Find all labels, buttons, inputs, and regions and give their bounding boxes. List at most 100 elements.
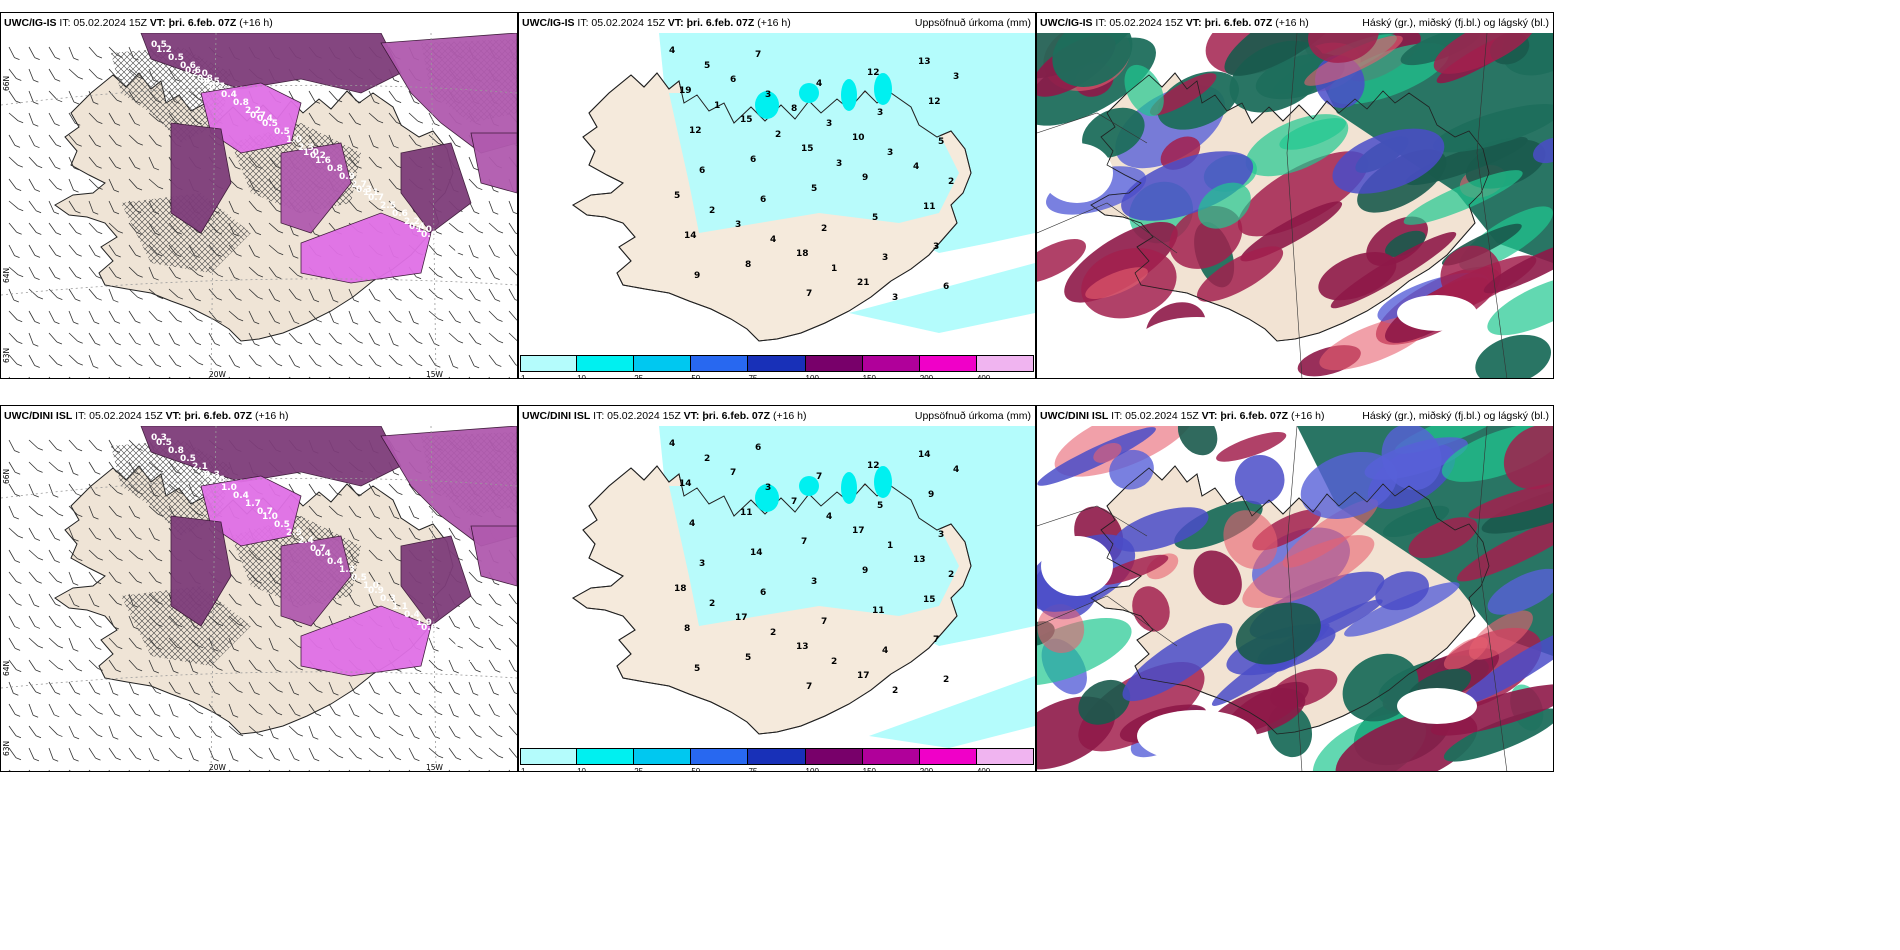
wind-value-label: 0.3 (462, 259, 478, 269)
colorbar-swatch (634, 355, 692, 372)
colorbar-swatch (520, 748, 578, 765)
precip-value-label: 13 (918, 57, 931, 67)
wind-value-label: 0.6 (421, 623, 437, 633)
colorbar-swatch (634, 748, 692, 765)
panel-cloud-ig: UWC/IG-IS IT: 05.02.2024 15Z VT: þri. 6.… (1036, 12, 1554, 379)
region-borders (1037, 426, 1508, 771)
precip-value-label: 2 (943, 675, 949, 685)
precip-value-label: 18 (796, 249, 809, 259)
wind-value-label: 0.5 (274, 520, 290, 530)
precip-value-label: 7 (806, 682, 812, 692)
panel-header: UWC/DINI ISL IT: 05.02.2024 15Z VT: þri.… (1037, 406, 1553, 426)
precip-value-label: 2 (704, 454, 710, 464)
precip-value-label: 4 (826, 512, 832, 522)
wind-value-label: 0.7 (433, 631, 449, 641)
wind-value-label: 0.6 (445, 639, 461, 649)
precip-value-label: 12 (867, 68, 880, 78)
wind-value-label: 0.5 (204, 77, 220, 87)
colorbar-swatch (976, 748, 1034, 765)
panel-cloud-dini: UWC/DINI ISL IT: 05.02.2024 15Z VT: þri.… (1036, 405, 1554, 772)
wind-value-label: 0.3 (380, 594, 396, 604)
wind-value-label: 0.4 (409, 222, 425, 232)
colorbar-swatch (520, 355, 578, 372)
precip-value-label: 6 (755, 443, 761, 453)
precip-value-label: 3 (765, 90, 771, 100)
precip-value-label: 3 (699, 559, 705, 569)
colorbar-tick-label: 25 (634, 767, 644, 772)
wind-value-label: 0.9 (339, 172, 355, 182)
wind-value-label: 0.3 (356, 185, 372, 195)
precip-value-label: 5 (694, 664, 700, 674)
colorbar-swatch (805, 748, 863, 765)
precip-value-label: 1 (887, 541, 893, 551)
precip-value-label: 5 (745, 653, 751, 663)
precip-value-label: 3 (938, 530, 944, 540)
colorbar-tick-label: 75 (748, 767, 758, 772)
cloud-map (1037, 426, 1553, 771)
precip-value-label: 17 (852, 526, 865, 536)
colorbar-tick-label: 75 (748, 374, 758, 379)
colorbar-swatch (577, 355, 635, 372)
precip-value-label: 13 (796, 642, 809, 652)
wind-value-label: 2.2 (245, 106, 261, 116)
wind-value-label: 0.8 (327, 164, 343, 174)
wind-value-label: 0.7 (257, 507, 273, 517)
precip-value-label: 12 (867, 461, 880, 471)
precip-map: 4681045318211319151591114871212126553974… (519, 33, 1035, 355)
colorbar-tick-label: 10 (577, 767, 587, 772)
longitude-label: 20W (209, 370, 227, 379)
precip-value-label: 18 (674, 584, 687, 594)
panel-header: UWC/DINI ISL IT: 05.02.2024 15Z VT: þri.… (4, 410, 289, 422)
precip-value-label: 4 (882, 646, 888, 656)
wind-value-label: 2.5 (286, 528, 302, 538)
precip-value-label: 2 (709, 599, 715, 609)
precip-value-label: 2 (821, 224, 827, 234)
wind-value-labels: 0.50.50.40.21.11.01.82.02.22.32.72.21.50… (151, 40, 490, 277)
precip-value-label: 7 (801, 537, 807, 547)
precip-value-label: 4 (913, 162, 919, 172)
wind-value-label: 1.2 (156, 45, 172, 55)
precip-value-label: 1 (714, 101, 720, 111)
colorbar-swatch (805, 355, 863, 372)
colorbar-tick-label: 1 (521, 374, 526, 379)
precip-value-label: 3 (877, 108, 883, 118)
colorbar-swatch (862, 355, 920, 372)
latitude-label: 64N (2, 661, 11, 676)
wind-value-label: 0.8 (197, 74, 213, 84)
colorbar-swatch (748, 748, 806, 765)
precip-value-label: 8 (745, 260, 751, 270)
panel-precip-ig: UWC/IG-IS IT: 05.02.2024 15Z VT: þri. 6.… (518, 12, 1036, 379)
precip-value-labels: 4681045318211319151591114871212126553974… (669, 46, 959, 303)
precip-value-label: 8 (684, 624, 690, 634)
wind-value-label: 2.5 (380, 201, 396, 211)
precip-value-label: 6 (943, 282, 949, 292)
precip-value-label: 6 (730, 75, 736, 85)
precip-value-label: 21 (857, 278, 870, 288)
precip-value-label: 17 (857, 671, 870, 681)
wind-value-label: 1.0 (416, 225, 432, 235)
precip-value-label: 6 (760, 588, 766, 598)
wind-value-label: 1.0 (262, 512, 278, 522)
colorbar-swatch (691, 355, 749, 372)
precip-value-label: 2 (770, 628, 776, 638)
precip-value-label: 9 (862, 566, 868, 576)
latitude-label: 66N (2, 76, 11, 91)
wind-value-label: 1.8 (469, 262, 485, 272)
precip-value-label: 11 (740, 508, 753, 518)
panel-header: UWC/IG-IS IT: 05.02.2024 15Z VT: þri. 6.… (1037, 13, 1553, 33)
precip-value-label: 3 (826, 119, 832, 129)
iceland-coastline (1090, 72, 1490, 342)
precip-value-label: 7 (791, 497, 797, 507)
wind-value-label: 1.0 (303, 148, 319, 158)
wind-value-label: 1.0 (433, 238, 449, 248)
precip-value-label: 12 (928, 97, 941, 107)
longitude-label: 15W (426, 370, 444, 379)
wind-value-label: 0.4 (257, 114, 273, 124)
clear-sky-areas (1041, 536, 1477, 762)
wind-value-label: 0.5 (156, 438, 172, 448)
wind-map: 0.30.30.70.71.01.92.22.11.72.40.50.40.60… (1, 426, 517, 771)
wind-value-label: 0.6 (392, 209, 408, 219)
wind-value-label: 1.0 (221, 483, 237, 493)
colorbar-swatch (919, 748, 977, 765)
wind-value-label: 2.1 (192, 462, 208, 472)
